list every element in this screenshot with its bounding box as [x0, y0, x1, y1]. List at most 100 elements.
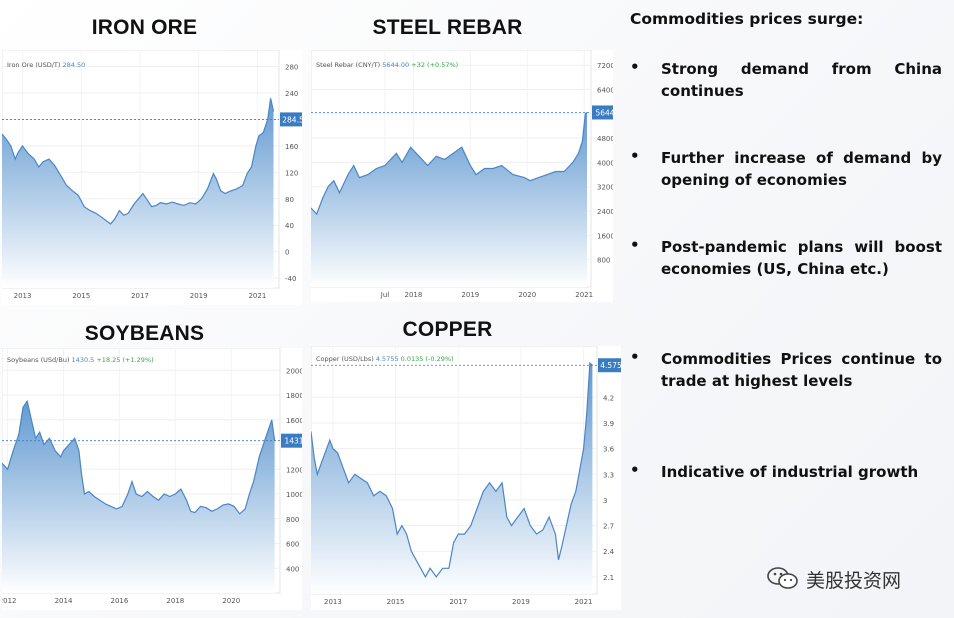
series-area: [311, 112, 587, 287]
chart-panel-iron-ore: 28024020016012080400-40284.5201320152017…: [2, 50, 302, 305]
chart-legend: Copper (USD/Lbs) 4.5755 0.0135 (-0.29%): [316, 355, 454, 363]
y-tick-label: 4800: [597, 135, 613, 143]
bullet-dot: •: [630, 236, 640, 254]
wechat-icon: [767, 567, 798, 589]
x-tick-label: 2018: [405, 291, 423, 299]
legend-change: +18.25 (+1.29%): [96, 356, 153, 364]
y-tick-label: 3: [603, 497, 607, 505]
x-tick-label: 2021: [575, 291, 593, 299]
y-tick-label: 3200: [597, 184, 613, 192]
x-tick-label: 2017: [449, 598, 467, 606]
series-area: [2, 401, 275, 593]
y-tick-label: 600: [286, 541, 299, 549]
chart-legend: Soybeans (USd/Bu) 1430.5 +18.25 (+1.29%): [7, 356, 154, 364]
series-line: [2, 98, 275, 225]
y-tick-label: 400: [286, 565, 299, 573]
bullet-dot: •: [630, 147, 640, 165]
bullet-dot: •: [630, 348, 640, 366]
x-tick-label: 2019: [461, 291, 479, 299]
y-tick-label: 1000: [286, 491, 302, 499]
legend-change: 0.0135 (-0.29%): [401, 355, 454, 363]
y-tick-label: 3.3: [603, 471, 614, 479]
legend-name: Copper (USD/Lbs): [316, 355, 376, 363]
y-tick-label: 800: [597, 257, 610, 265]
y-tick-label: 2000: [286, 367, 302, 375]
y-tick-label: 2.4: [603, 548, 615, 556]
side-panel-title: Commodities prices surge:: [630, 10, 864, 28]
chart-iron-ore: 28024020016012080400-40284.5201320152017…: [2, 50, 302, 300]
y-tick-label: 6400: [597, 87, 613, 95]
chart-title-copper: COPPER: [402, 318, 493, 341]
y-tick-label: 1200: [286, 466, 302, 474]
chart-soybeans: 2000180016001400120010008006004001431201…: [2, 348, 302, 605]
bullet-text: Commodities Prices continue to trade at …: [661, 350, 942, 390]
y-tick-label: 3.6: [603, 446, 615, 454]
x-tick-label: 2015: [387, 598, 405, 606]
current-value-marker: [592, 105, 613, 120]
side-panel: Commodities prices surge: • Strong deman…: [630, 10, 942, 481]
x-tick-label: 2015: [72, 292, 90, 300]
legend-value: 5644.00: [382, 61, 411, 69]
series-line: [311, 112, 588, 216]
bullet-text: Indicative of industrial growth: [661, 463, 919, 481]
legend-name: Iron Ore (USD/T): [7, 61, 63, 69]
chart-panel-copper: 4.2 3.9 3.6 3.3 3 2.7 2.4 2.1 4.575 2013 2015 2017 2…: [311, 346, 621, 610]
y-tick-label: 800: [286, 516, 299, 524]
y-tick-label: 0: [285, 249, 289, 257]
x-tick-label: 2017: [131, 292, 149, 300]
y-tick-label: 2.1: [603, 574, 614, 582]
x-tick-label: 2016: [111, 597, 129, 605]
x-tick-label: 2019: [190, 292, 208, 300]
current-value-marker: [280, 112, 302, 127]
chart-title-soybeans: SOYBEANS: [84, 322, 205, 345]
chart-title-steel-rebar: STEEL REBAR: [372, 16, 523, 39]
chart-legend: Steel Rebar (CNY/T) 5644.00 +32 (+0.57%): [316, 61, 458, 69]
y-tick-label: 280: [285, 64, 298, 72]
chart-legend: Iron Ore (USD/T) 284.50: [7, 61, 85, 69]
x-tick-label: 2018: [166, 597, 184, 605]
series-line: [311, 361, 593, 579]
y-tick-label: -40: [285, 275, 296, 283]
x-tick-label: 2014: [55, 597, 73, 605]
x-tick-label: 2013: [324, 598, 342, 606]
current-value-marker: [281, 433, 302, 448]
current-value-label: 284.5: [282, 115, 302, 124]
chart-title-iron-ore: IRON ORE: [91, 16, 198, 39]
current-value-label: 4.575: [600, 361, 621, 370]
x-tick-label: Jul: [380, 291, 390, 299]
x-tick-label: 2020: [222, 597, 240, 605]
y-tick-label: 1800: [286, 392, 302, 400]
x-tick-label: 2012: [2, 597, 17, 605]
series-area: [2, 98, 274, 288]
y-tick-label: 80: [285, 196, 294, 204]
y-tick-label: 7200: [597, 62, 613, 70]
y-tick-label: 40: [285, 222, 294, 230]
y-tick-label: 1600: [286, 417, 302, 425]
bullet-text: Further increase of demand by opening of…: [661, 149, 942, 189]
bullet-text: Post-pandemic plans will boost economies…: [661, 238, 942, 278]
chart-panel-steel-rebar: 720064005600480040003200240016008005644J…: [311, 50, 613, 302]
bullet-dot: •: [630, 58, 640, 76]
current-value-label: 5644: [595, 108, 613, 117]
chart-copper: 4.2 3.9 3.6 3.3 3 2.7 2.4 2.1 4.575 2013 2015 2017 2…: [311, 346, 621, 606]
y-tick-label: 2.7: [603, 523, 614, 531]
y-tick-label: 1600: [597, 232, 613, 240]
series-area: [311, 363, 593, 594]
bullet-text: Strong demand from China continues: [661, 60, 942, 100]
y-tick-label: 2400: [597, 208, 613, 216]
legend-change: +32 (+0.57%): [411, 61, 458, 69]
chart-steel-rebar: 720064005600480040003200240016008005644J…: [311, 50, 613, 299]
y-tick-label: 4.2: [603, 394, 614, 402]
x-tick-label: 2019: [512, 598, 530, 606]
y-tick-label: 160: [285, 143, 298, 151]
bullet-dot: •: [630, 461, 640, 479]
legend-value: 1430.5: [72, 356, 97, 364]
current-value-marker: [598, 358, 621, 373]
y-tick-label: 240: [285, 90, 298, 98]
x-tick-label: 2013: [14, 292, 32, 300]
y-tick-label: 120: [285, 169, 298, 177]
legend-name: Steel Rebar (CNY/T): [316, 61, 382, 69]
y-tick-label: 3.9: [603, 420, 614, 428]
x-tick-label: 2020: [518, 291, 536, 299]
legend-name: Soybeans (USd/Bu): [7, 356, 72, 364]
